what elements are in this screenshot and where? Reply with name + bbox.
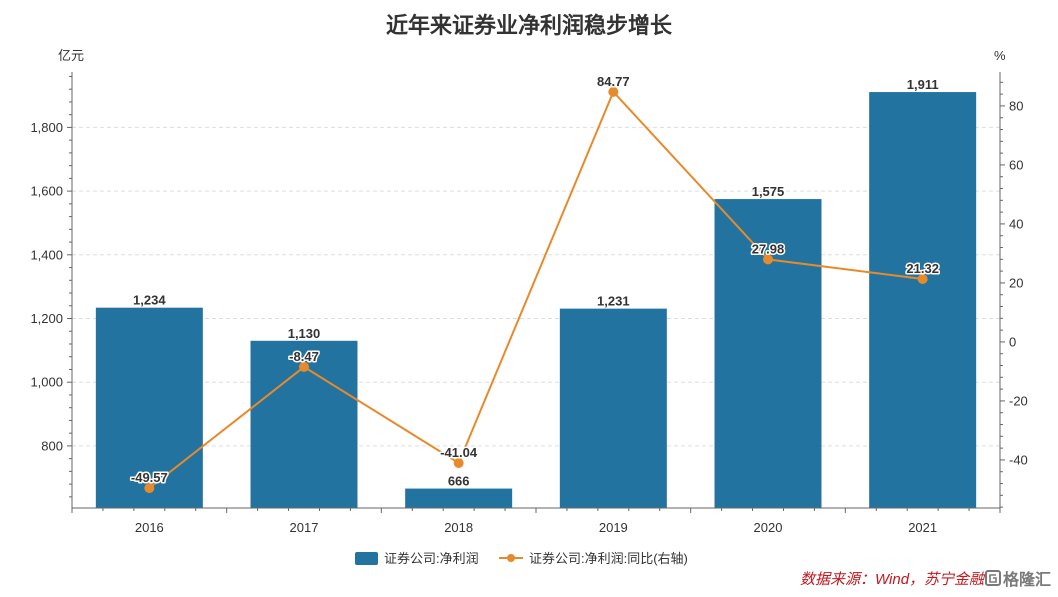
x-tick-label-2021: 2021	[908, 520, 937, 535]
bar-label-2017: 1,130	[288, 326, 321, 341]
legend-item-net-profit: 证券公司:净利润	[355, 551, 479, 566]
watermark-text: 格隆汇	[1003, 570, 1051, 589]
growth-point-2020	[763, 254, 773, 265]
bar-label-2019: 1,231	[597, 294, 630, 309]
bar-label-2021: 1,911	[907, 77, 939, 92]
bar-2018	[405, 488, 513, 508]
x-tick-label-2017: 2017	[290, 520, 319, 535]
bar-label-2016: 1,234	[133, 293, 166, 308]
y-right-tick-label: -40	[1009, 452, 1028, 467]
watermark-logo: 格隆汇	[985, 569, 1052, 590]
bar-2019	[559, 308, 667, 508]
y-left-tick-label: 1,800	[30, 120, 63, 135]
source-note: 数据来源：Wind，苏宁金融	[800, 571, 986, 588]
watermark-logo-glyph	[989, 574, 997, 583]
y-right-tick-label: -20	[1009, 393, 1028, 408]
growth-point-2018	[453, 457, 464, 468]
bar-2020	[714, 199, 822, 508]
y-right-tick-label: 80	[1009, 98, 1023, 113]
growth-label-2019: 84.77	[597, 74, 630, 89]
legend-label-growth: 证券公司:净利润:同比(右轴)	[529, 551, 688, 566]
x-tick-label-2020: 2020	[754, 520, 783, 535]
legend-swatch-bar	[355, 552, 378, 565]
legend-label-net-profit: 证券公司:净利润	[384, 551, 479, 566]
growth-label-2020: 27.98	[752, 241, 785, 256]
growth-line	[148, 90, 923, 489]
y-left-unit-label: 亿元	[58, 48, 84, 63]
legend-swatch-dot	[507, 554, 515, 562]
y-right-tick-label: 40	[1009, 216, 1023, 231]
y-left-tick-label: 1,000	[30, 375, 63, 390]
axes: 800 1,000 1,200 1,400 1,600 1,800 -40 -20 0 20 40 6…	[30, 72, 1028, 535]
bar-label-2018: 666	[448, 474, 470, 489]
y-left-tick-label: 800	[41, 438, 63, 453]
x-tick-label-2019: 2019	[599, 520, 628, 535]
growth-point-2017	[299, 361, 309, 372]
growth-point-2019	[608, 86, 619, 97]
y-right-tick-label: 0	[1009, 334, 1016, 349]
growth-label-2016: -49.57	[131, 470, 168, 485]
x-tick-label-2016: 2016	[135, 520, 164, 535]
legend-item-growth: 证券公司:净利润:同比(右轴)	[499, 551, 688, 566]
y-left-tick-label: 1,600	[30, 184, 63, 199]
y-right-tick-label: 60	[1009, 157, 1023, 172]
bar-2016	[95, 307, 203, 508]
y-right-unit-label: %	[994, 48, 1006, 63]
data-labels: 1,234 1,130 666 1,231 1,575 1,911 -49.57 -8.47 -…	[129, 72, 940, 489]
y-right-tick-label: 20	[1009, 275, 1023, 290]
y-left-tick-label: 1,200	[30, 311, 63, 326]
growth-label-2018: -41.04	[440, 445, 478, 460]
line-series	[144, 86, 928, 494]
chart-title: 近年来证券业净利润稳步增长	[386, 13, 673, 38]
bar-2021	[869, 92, 977, 509]
y-left-tick-label: 1,400	[30, 247, 63, 262]
growth-point-2021	[917, 274, 928, 285]
bar-label-2020: 1,575	[752, 184, 785, 199]
x-tick-label-2018: 2018	[444, 520, 473, 535]
legend: 证券公司:净利润 证券公司:净利润:同比(右轴)	[355, 551, 688, 566]
growth-label-2017: -8.47	[289, 349, 319, 364]
growth-point-2016	[144, 483, 155, 494]
gridlines	[72, 126, 1000, 447]
growth-label-2021: 21.32	[906, 261, 939, 276]
